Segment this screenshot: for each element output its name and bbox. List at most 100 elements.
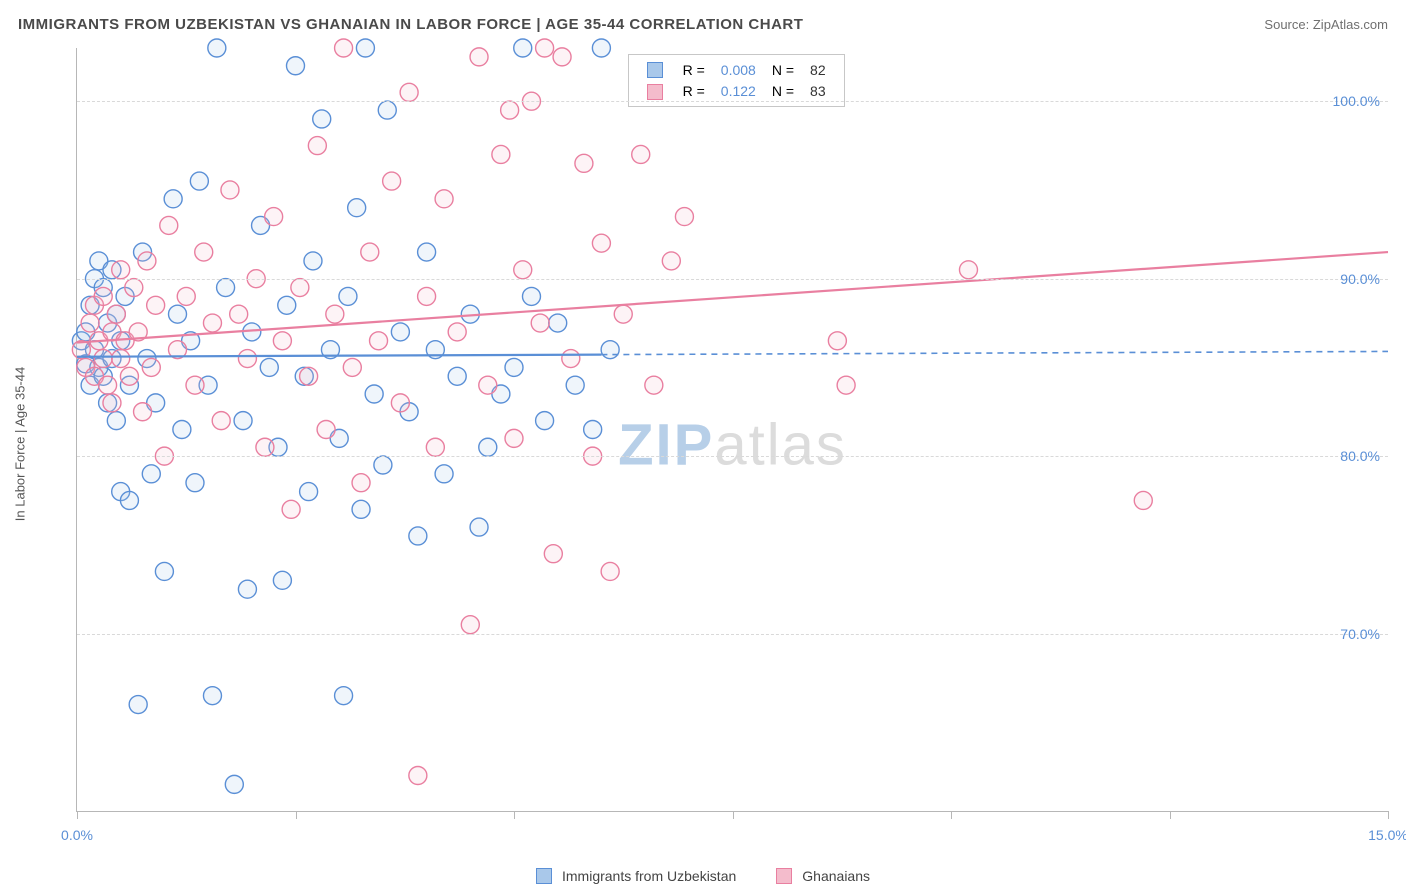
plot-area-wrap: In Labor Force | Age 35-44 ZIPatlas R = … (48, 48, 1388, 840)
data-point-ghanaians (448, 323, 466, 341)
data-point-ghanaians (195, 243, 213, 261)
gridline-h (77, 279, 1388, 280)
source-attribution: Source: ZipAtlas.com (1264, 17, 1388, 32)
legend-item-ghanaians: Ghanaians (776, 868, 870, 884)
data-point-uzbekistan (217, 279, 235, 297)
data-point-ghanaians (326, 305, 344, 323)
data-point-uzbekistan (173, 421, 191, 439)
legend-item-uzbekistan: Immigrants from Uzbekistan (536, 868, 736, 884)
data-point-ghanaians (212, 412, 230, 430)
data-point-ghanaians (112, 261, 130, 279)
data-point-ghanaians (112, 350, 130, 368)
chart-container: IMMIGRANTS FROM UZBEKISTAN VS GHANAIAN I… (0, 0, 1406, 892)
data-point-ghanaians (273, 332, 291, 350)
data-point-ghanaians (138, 252, 156, 270)
data-point-uzbekistan (142, 465, 160, 483)
data-point-ghanaians (134, 403, 152, 421)
data-point-ghanaians (107, 305, 125, 323)
data-point-ghanaians (256, 438, 274, 456)
x-tick (1388, 811, 1389, 819)
data-point-uzbekistan (409, 527, 427, 545)
data-point-uzbekistan (208, 39, 226, 57)
data-point-uzbekistan (186, 474, 204, 492)
data-point-uzbekistan (448, 367, 466, 385)
data-point-uzbekistan (435, 465, 453, 483)
stats-r-label: R = (675, 80, 713, 101)
data-point-ghanaians (501, 101, 519, 119)
data-point-ghanaians (361, 243, 379, 261)
data-point-ghanaians (335, 39, 353, 57)
data-point-ghanaians (300, 367, 318, 385)
data-point-uzbekistan (356, 39, 374, 57)
data-point-uzbekistan (287, 57, 305, 75)
data-point-ghanaians (470, 48, 488, 66)
data-point-uzbekistan (514, 39, 532, 57)
data-point-ghanaians (837, 376, 855, 394)
data-point-uzbekistan (155, 562, 173, 580)
data-point-uzbekistan (391, 323, 409, 341)
data-point-uzbekistan (505, 358, 523, 376)
data-point-uzbekistan (203, 687, 221, 705)
data-point-uzbekistan (592, 39, 610, 57)
data-point-uzbekistan (164, 190, 182, 208)
data-point-uzbekistan (549, 314, 567, 332)
data-point-ghanaians (103, 394, 121, 412)
data-point-ghanaians (492, 145, 510, 163)
legend-label-uzbekistan: Immigrants from Uzbekistan (562, 868, 736, 884)
stats-n-ghanaians: 83 (802, 80, 834, 101)
data-point-ghanaians (203, 314, 221, 332)
source-label: Source: (1264, 17, 1309, 32)
header: IMMIGRANTS FROM UZBEKISTAN VS GHANAIAN I… (0, 0, 1406, 40)
data-point-uzbekistan (479, 438, 497, 456)
data-point-uzbekistan (260, 358, 278, 376)
data-point-ghanaians (505, 429, 523, 447)
data-point-ghanaians (1134, 491, 1152, 509)
data-point-ghanaians (282, 500, 300, 518)
data-point-ghanaians (265, 208, 283, 226)
data-point-uzbekistan (522, 287, 540, 305)
data-point-ghanaians (632, 145, 650, 163)
data-point-uzbekistan (169, 305, 187, 323)
stats-table: R = 0.008 N = 82 R = 0.122 N = 83 (639, 59, 834, 102)
stats-n-uzbekistan: 82 (802, 59, 834, 80)
x-tick (733, 811, 734, 819)
data-point-uzbekistan (313, 110, 331, 128)
data-point-uzbekistan (304, 252, 322, 270)
data-point-ghanaians (645, 376, 663, 394)
data-point-uzbekistan (335, 687, 353, 705)
data-point-uzbekistan (278, 296, 296, 314)
data-point-uzbekistan (120, 491, 138, 509)
data-point-ghanaians (531, 314, 549, 332)
data-point-uzbekistan (273, 571, 291, 589)
data-point-uzbekistan (190, 172, 208, 190)
data-point-uzbekistan (374, 456, 392, 474)
data-point-ghanaians (352, 474, 370, 492)
data-point-ghanaians (142, 358, 160, 376)
x-tick (514, 811, 515, 819)
data-point-ghanaians (426, 438, 444, 456)
data-point-ghanaians (160, 216, 178, 234)
data-point-ghanaians (435, 190, 453, 208)
data-point-ghanaians (461, 616, 479, 634)
data-point-ghanaians (317, 421, 335, 439)
data-point-uzbekistan (238, 580, 256, 598)
data-point-uzbekistan (234, 412, 252, 430)
x-tick (296, 811, 297, 819)
data-point-ghanaians (514, 261, 532, 279)
data-point-ghanaians (99, 376, 117, 394)
y-tick-label: 80.0% (1340, 448, 1380, 464)
data-point-ghanaians (409, 767, 427, 785)
data-point-uzbekistan (470, 518, 488, 536)
data-point-ghanaians (959, 261, 977, 279)
data-point-ghanaians (383, 172, 401, 190)
gridline-h (77, 101, 1388, 102)
data-point-uzbekistan (352, 500, 370, 518)
y-tick-label: 90.0% (1340, 271, 1380, 287)
stats-n-label: N = (764, 59, 802, 80)
stats-r-ghanaians: 0.122 (713, 80, 764, 101)
data-point-uzbekistan (225, 775, 243, 793)
data-point-ghanaians (291, 279, 309, 297)
x-tick-label: 15.0% (1368, 827, 1406, 843)
data-point-ghanaians (391, 394, 409, 412)
gridline-h (77, 634, 1388, 635)
